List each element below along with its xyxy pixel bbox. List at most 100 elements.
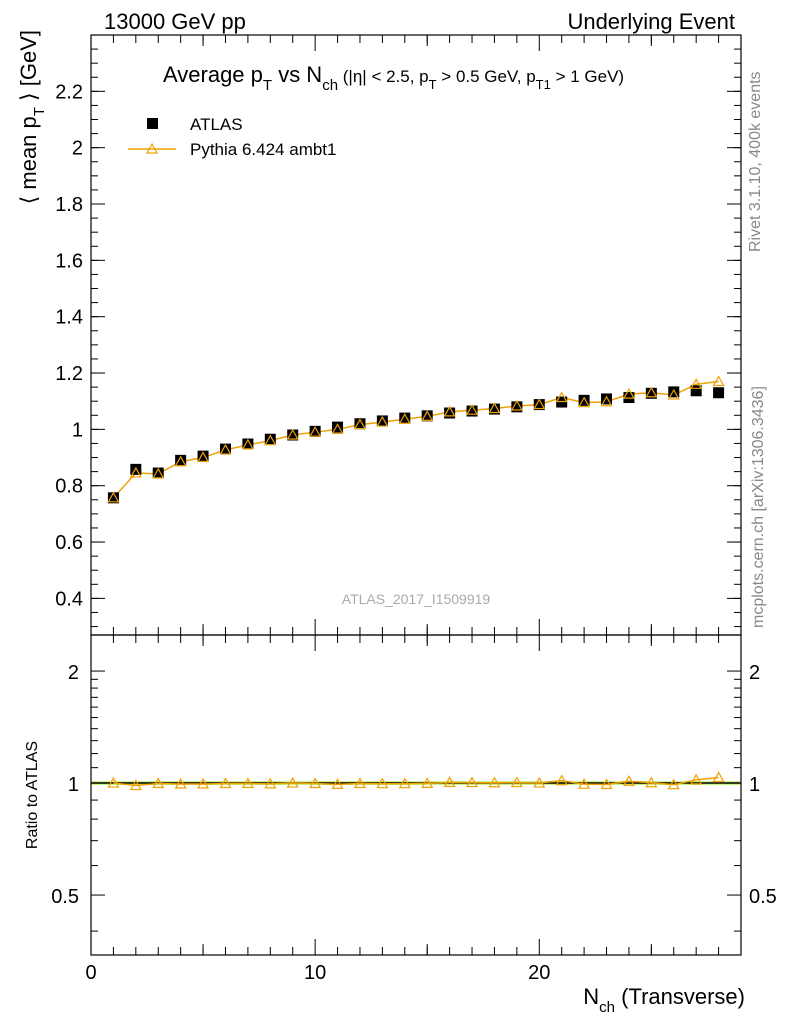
ratio-point	[533, 776, 546, 788]
pythia-point	[331, 423, 344, 434]
ratio-tick-label-right: 2	[749, 662, 760, 684]
main-plot-frame	[90, 34, 742, 636]
ratio-y-axis-label: Ratio to ATLAS	[24, 741, 41, 849]
ratio-point	[107, 776, 120, 788]
ratio-line	[113, 776, 719, 787]
y-tick-label: 1	[72, 419, 83, 441]
ratio-point	[129, 779, 142, 791]
ratio-point	[376, 777, 389, 789]
pythia-point	[398, 412, 411, 424]
main-ticks: 0.4 0.6 0.8 1 1.2 1.4 1.6 1.8 2 2.2	[55, 34, 741, 628]
atlas-point	[399, 412, 411, 424]
x-tick-label: 20	[528, 962, 550, 984]
atlas-point	[354, 418, 366, 430]
pythia-point	[107, 491, 120, 503]
pythia-point	[309, 425, 322, 437]
pythia-point	[443, 405, 456, 417]
pythia-point	[578, 396, 591, 408]
pythia-point	[510, 399, 523, 411]
x-ticks: 0 10 20	[85, 35, 742, 984]
atlas-point	[511, 401, 523, 413]
y-tick-label: 2.2	[55, 81, 83, 103]
pythia-line	[112, 380, 719, 499]
ratio-point	[622, 775, 635, 786]
ratio-point	[510, 776, 523, 788]
ratio-point	[331, 778, 344, 789]
atlas-point	[421, 410, 433, 422]
pythia-point	[264, 434, 277, 446]
y-tick-label: 1.4	[55, 307, 83, 329]
atlas-point	[264, 433, 276, 445]
atlas-point	[152, 467, 164, 479]
y-tick-label: 2	[72, 138, 83, 160]
pythia-point	[555, 391, 568, 403]
ratio-point	[466, 776, 479, 788]
pythia-point	[712, 375, 725, 387]
atlas-point	[242, 438, 254, 450]
atlas-point	[623, 392, 635, 404]
x-tick-label: 10	[304, 962, 326, 984]
y-tick-label: 0.8	[55, 476, 83, 498]
atlas-point	[601, 393, 613, 405]
legend-pythia-label: Pythia 6.424 ambt1	[190, 140, 336, 159]
atlas-point	[466, 405, 478, 417]
legend: ATLAS Pythia 6.424 ambt1	[128, 115, 336, 159]
atlas-point	[713, 387, 725, 399]
atlas-point	[107, 492, 119, 504]
y-tick-label: 1.2	[55, 363, 83, 385]
ratio-point	[241, 777, 254, 789]
pythia-point	[421, 410, 434, 422]
atlas-point	[690, 385, 702, 397]
ratio-point	[690, 773, 703, 785]
ratio-point	[443, 776, 456, 788]
ratio-point	[578, 777, 591, 789]
y-tick-label: 1.6	[55, 250, 83, 272]
pythia-point	[466, 403, 479, 415]
header-right: Underlying Event	[567, 9, 735, 34]
pythia-point	[152, 467, 165, 479]
atlas-point	[197, 450, 209, 462]
ratio-point	[712, 771, 725, 783]
header-left: 13000 GeV pp	[104, 9, 246, 34]
ratio-point	[488, 776, 501, 788]
ratio-point	[645, 776, 658, 788]
atlas-point	[309, 425, 321, 437]
pythia-point	[376, 415, 389, 427]
legend-pythia-marker	[145, 142, 159, 154]
ratio-point	[152, 777, 165, 789]
atlas-point	[533, 399, 545, 411]
atlas-point	[287, 429, 299, 441]
ratio-tick-label: 2	[68, 662, 79, 684]
pythia-point	[645, 386, 658, 398]
pythia-point	[488, 402, 501, 414]
pythia-point	[622, 387, 635, 399]
ratio-point	[600, 778, 613, 790]
y-tick-label: 1.8	[55, 194, 83, 216]
pythia-point	[174, 455, 187, 467]
pythia-point	[353, 418, 366, 430]
ratio-point	[555, 774, 568, 786]
atlas-point	[668, 386, 680, 398]
y-axis-label: ⟨ mean pT ⟩ [GeV]	[16, 30, 48, 204]
atlas-point	[332, 421, 344, 433]
ratio-point	[353, 777, 366, 789]
atlas-point	[130, 463, 142, 475]
y-tick-label: 0.4	[55, 588, 83, 610]
ratio-tick-label-right: 0.5	[749, 886, 777, 908]
ratio-tick-label: 0.5	[51, 886, 79, 908]
ratio-tick-label: 1	[68, 774, 79, 796]
atlas-point	[645, 387, 657, 399]
ratio-point	[219, 777, 232, 789]
ratio-point	[264, 777, 277, 789]
atlas-point	[578, 394, 590, 406]
pythia-point	[667, 388, 680, 400]
legend-atlas-marker	[147, 118, 158, 129]
y-tick-label: 0.6	[55, 532, 83, 554]
legend-atlas-label: ATLAS	[190, 115, 243, 134]
atlas-point	[488, 403, 500, 415]
series-layer	[107, 375, 725, 791]
ratio-point	[398, 777, 411, 789]
ratio-point	[174, 777, 187, 789]
ratio-tick-label-right: 1	[749, 774, 760, 796]
pythia-point	[197, 451, 210, 463]
